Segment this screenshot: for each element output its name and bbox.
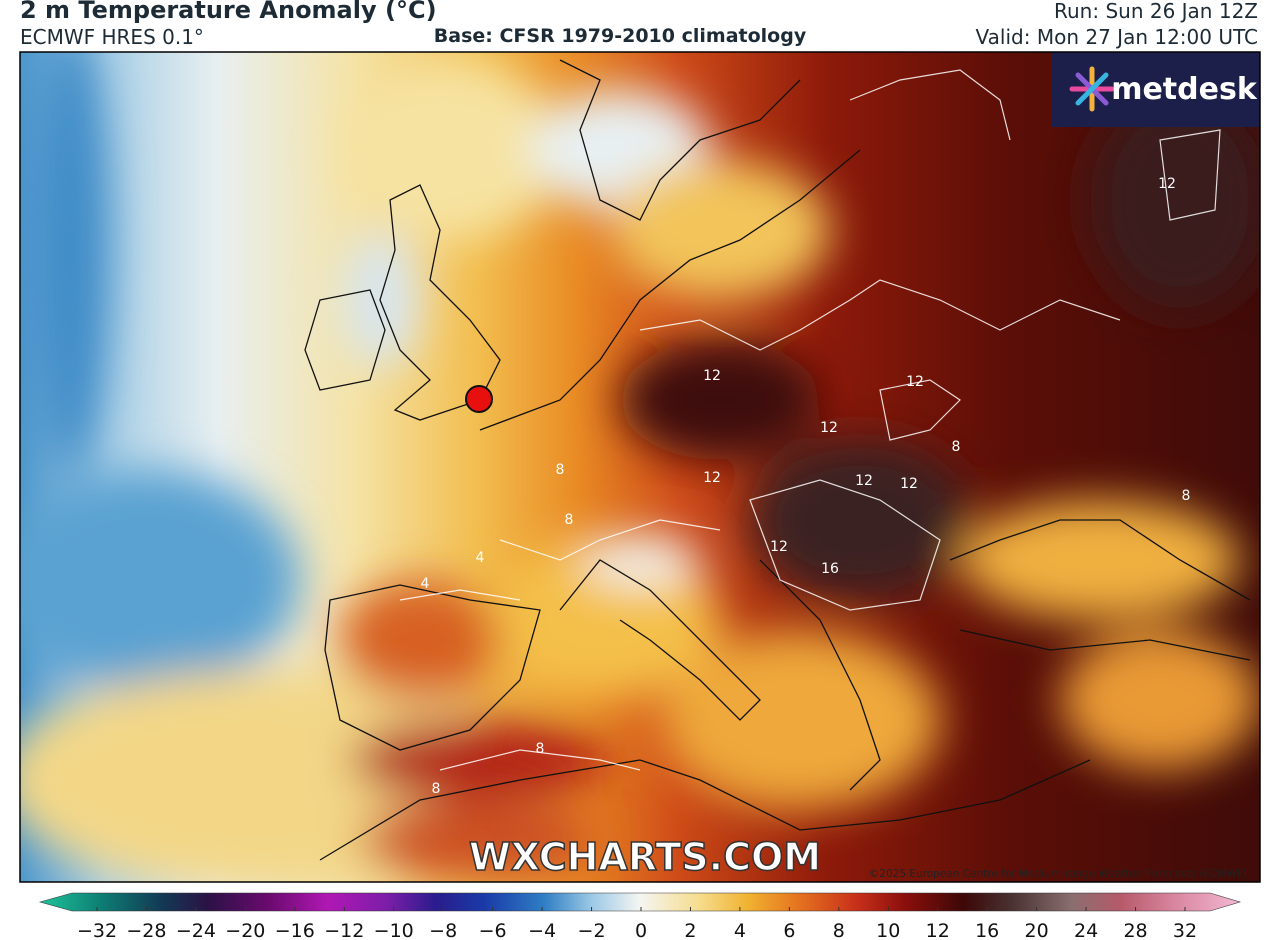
contour-label: 16 [821,561,839,577]
logo: metdesk [1111,72,1258,107]
contour-label: 4 [421,576,430,592]
copyright: ©2025 European Centre for Medium-range W… [869,868,1247,880]
logo-icon [1069,66,1115,112]
colorbar-tick-label: −4 [528,920,556,940]
contour-label: 12 [855,473,873,489]
valid: Valid: Mon 27 Jan 12:00 UTC [976,25,1258,49]
contour-label: 4 [476,550,485,566]
colorbar-tick-label: −28 [126,920,166,940]
contour-label: 12 [703,368,721,384]
title: 2 m Temperature Anomaly (°C) [20,0,437,24]
contour-label: 8 [1182,488,1191,504]
colorbar-tick-label: −16 [275,920,315,940]
contour-label: 12 [770,539,788,555]
colorbar-tick-label: 12 [926,920,950,940]
colorbar [38,892,1242,912]
colorbar-tick-label: −24 [176,920,216,940]
contour-label: 8 [565,512,574,528]
colorbar-tick-label: 28 [1123,920,1147,940]
location-marker [465,385,493,413]
contour-label: 12 [703,470,721,486]
contour-label: 12 [906,374,924,390]
contour-label: 8 [432,781,441,797]
colorbar-tick-label: −6 [479,920,507,940]
colorbar-tick-label: 6 [783,920,795,940]
contour-label: 8 [952,439,961,455]
colorbar-tick-label: −8 [429,920,457,940]
watermark: WXCHARTS.COM [469,835,821,879]
colorbar-tick-label: 10 [876,920,900,940]
colorbar-tick-label: 24 [1074,920,1098,940]
contour-label: 12 [900,476,918,492]
contour-label: 8 [536,741,545,757]
colorbar-tick-label: −20 [225,920,265,940]
colorbar-tick-label: 2 [684,920,696,940]
colorbar-tick-label: 16 [975,920,999,940]
base: Base: CFSR 1979-2010 climatology [434,25,807,47]
contour-label: 12 [820,420,838,436]
colorbar-tick-label: −12 [324,920,364,940]
contour-label: 8 [556,462,565,478]
map-frame [19,51,1261,883]
colorbar-tick-label: 32 [1173,920,1197,940]
colorbar-tick-label: −32 [77,920,117,940]
colorbar-tick-label: −2 [578,920,606,940]
colorbar-tick-label: 0 [635,920,647,940]
colorbar-tick-label: 4 [734,920,746,940]
model: ECMWF HRES 0.1° [20,25,204,49]
colorbar-tick-label: 20 [1025,920,1049,940]
run: Run: Sun 26 Jan 12Z [1054,0,1258,23]
colorbar-tick-label: 8 [833,920,845,940]
map: 12 12 12 12 12 12 16 12 8 8 8 8 4 4 8 8 12 metdesk WXCHA… [20,52,1260,882]
contour-label: 12 [1158,176,1176,192]
colorbar-tick-label: −10 [374,920,414,940]
